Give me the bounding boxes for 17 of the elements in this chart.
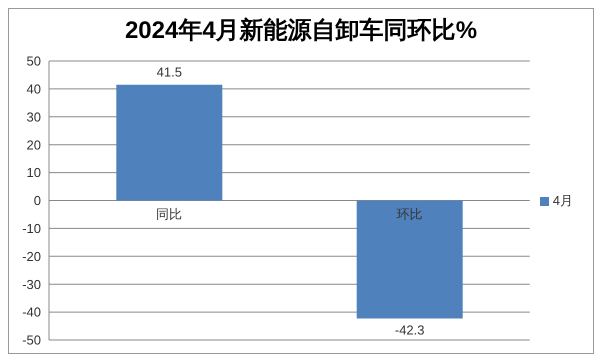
- y-tick-label: -50: [22, 332, 41, 348]
- data-label: -42.3: [394, 322, 425, 338]
- y-tick-label: 40: [26, 82, 41, 97]
- y-tick-label: -10: [22, 221, 41, 236]
- chart-title: 2024年4月新能源自卸车同环比%: [124, 16, 478, 46]
- legend-label: 4月: [552, 193, 573, 208]
- y-tick-label: 30: [26, 109, 41, 124]
- y-tick-label: 10: [26, 165, 41, 180]
- y-tick-label: -30: [22, 276, 41, 292]
- y-tick-label: 50: [26, 54, 41, 69]
- y-tick-label: 0: [34, 193, 41, 208]
- y-tick-label: 20: [26, 137, 41, 152]
- data-label: 41.5: [156, 64, 182, 80]
- x-tick-label: 环比: [396, 206, 423, 222]
- x-tick-label: 同比: [156, 206, 182, 222]
- y-tick-label: -20: [22, 248, 41, 264]
- y-tick-label: -40: [22, 304, 41, 320]
